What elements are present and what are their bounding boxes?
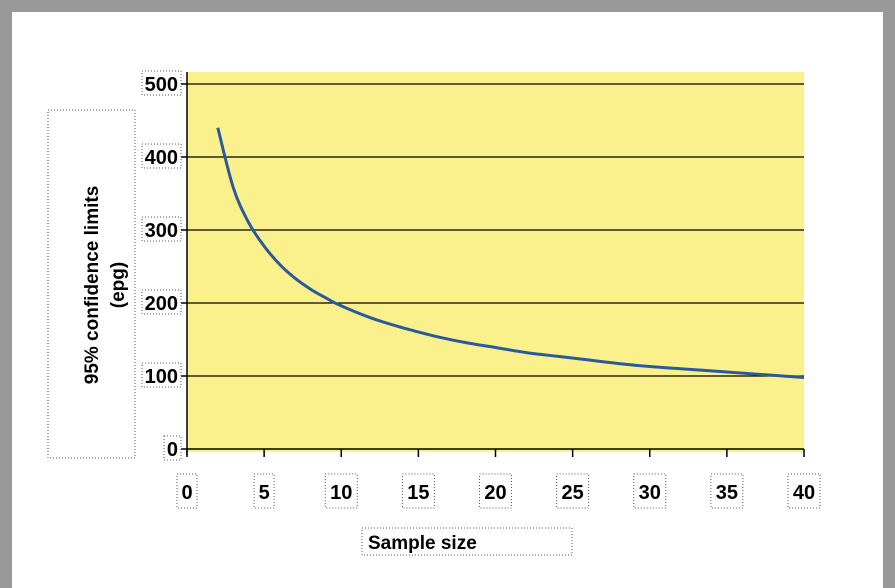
- y-tick-label-500: 500: [145, 74, 178, 96]
- y-tick-label-200: 200: [145, 293, 178, 315]
- x-tick-box-25: [556, 473, 590, 509]
- x-tick-box-20: [479, 473, 512, 509]
- y-tick-box-100: [141, 362, 182, 388]
- y-tick-label-300: 300: [145, 220, 178, 242]
- x-tick-label-30: 30: [639, 482, 661, 504]
- x-tick-box-10: [324, 473, 358, 509]
- y-tick-label-100: 100: [145, 366, 178, 388]
- x-tick-box-35: [710, 473, 744, 509]
- y-tick-box-300: [141, 216, 182, 242]
- x-tick-label-10: 10: [330, 482, 352, 504]
- plot-area: [187, 72, 804, 452]
- y-tick-box-200: [141, 289, 182, 315]
- x-tick-label-20: 20: [484, 482, 506, 504]
- x-tick-box-15: [401, 473, 435, 509]
- x-tick-box-0: [176, 473, 198, 509]
- x-tick-box-5: [253, 473, 275, 509]
- y-axis-title-line1: 95% confidence limits: [82, 186, 103, 385]
- y-axis-title-box: [47, 109, 136, 459]
- x-tick-label-0: 0: [181, 482, 192, 504]
- x-tick-label-5: 5: [259, 482, 270, 504]
- y-tick-label-400: 400: [145, 147, 178, 169]
- x-tick-label-40: 40: [793, 482, 815, 504]
- y-tick-box-0: [163, 435, 182, 461]
- x-axis-title: Sample size: [368, 533, 477, 554]
- y-tick-box-400: [141, 143, 182, 169]
- x-tick-label-35: 35: [716, 482, 738, 504]
- x-tick-label-15: 15: [407, 482, 429, 504]
- x-tick-box-40: [787, 473, 821, 509]
- series-line: [216, 127, 805, 379]
- y-axis-title-line2: (epg): [108, 262, 129, 308]
- y-tick-box-500: [141, 70, 182, 96]
- x-tick-box-30: [633, 473, 667, 509]
- x-tick-label-25: 25: [562, 482, 584, 504]
- y-tick-label-0: 0: [167, 439, 178, 461]
- x-axis-title-box: [361, 527, 573, 556]
